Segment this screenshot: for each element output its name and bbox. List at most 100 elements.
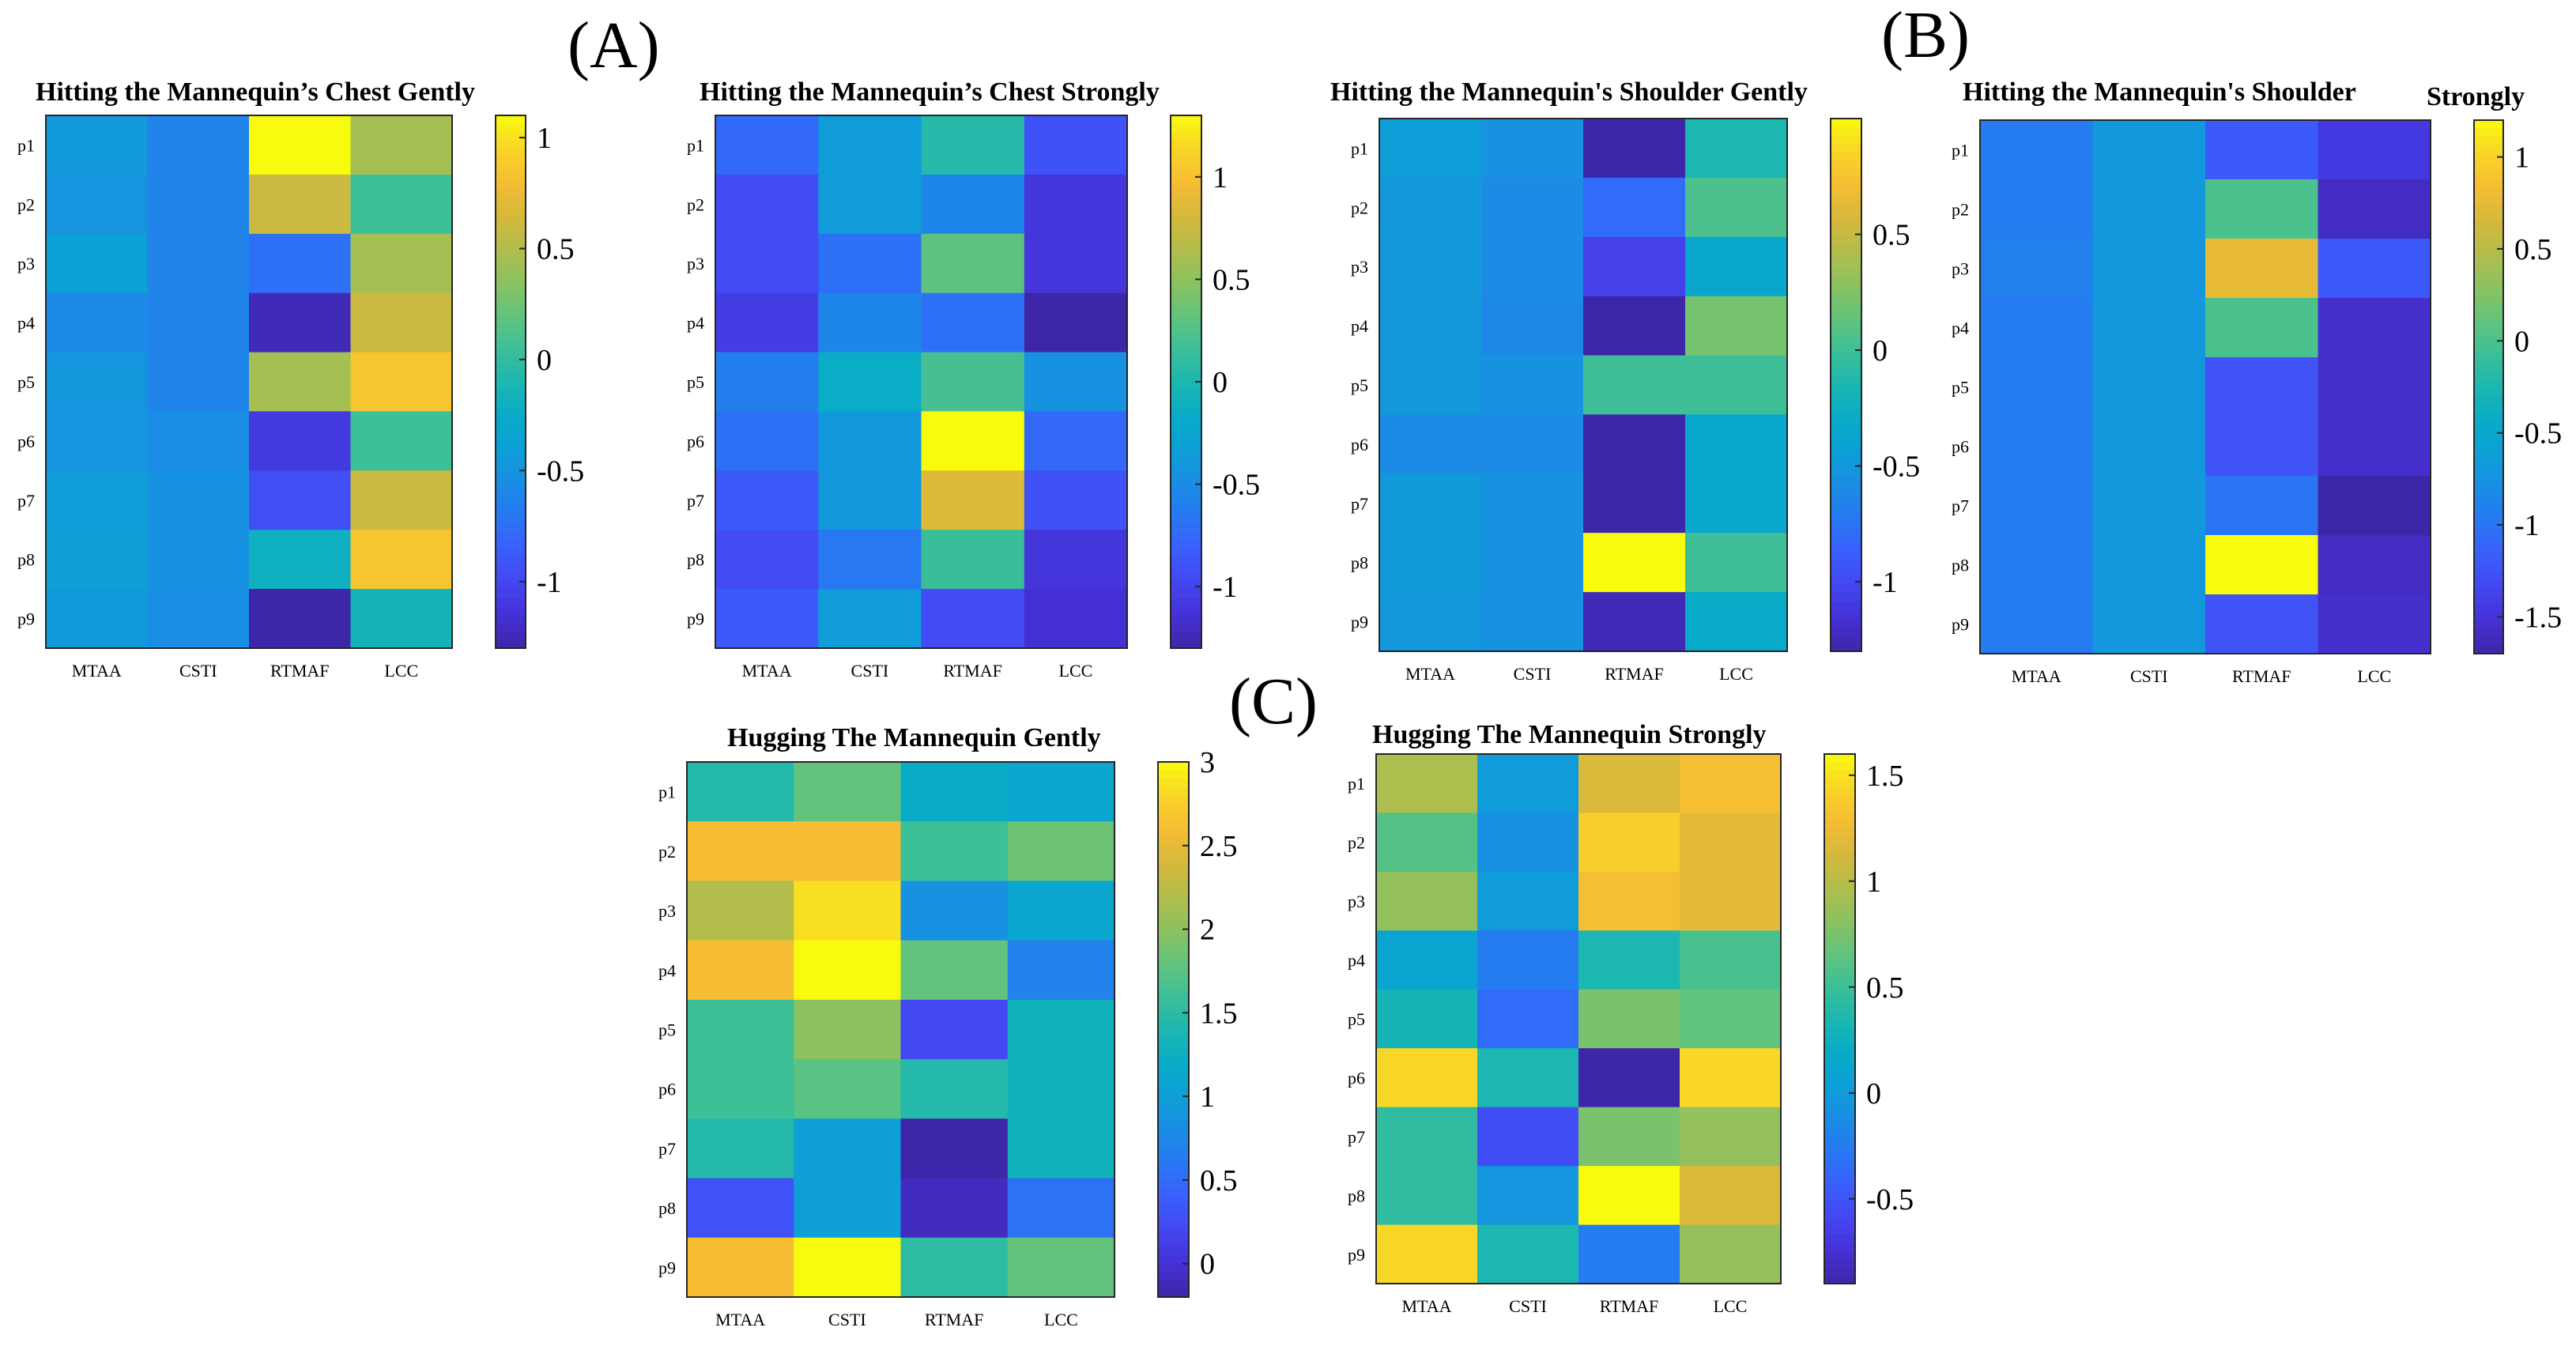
heatmap-cell xyxy=(794,1178,902,1239)
y-tick-label: p5 xyxy=(1351,375,1368,395)
colorbar-segment xyxy=(1158,1280,1189,1290)
colorbar-segment xyxy=(1824,1043,1855,1053)
colorbar-segment xyxy=(2474,228,2503,238)
heatmap-cell xyxy=(1680,1048,1782,1108)
colorbar-segment xyxy=(496,465,526,474)
heatmap-cell xyxy=(715,174,819,235)
heatmap-cell xyxy=(921,589,1025,649)
heatmap-shoulder-gently: Hitting the Mannequin's Shoulder Gently p… xyxy=(1330,77,1920,684)
colorbar-tick-label: 0.5 xyxy=(1866,971,1904,1005)
colorbar-segment xyxy=(496,415,526,424)
heatmap-cell xyxy=(1481,473,1584,534)
colorbar-segment xyxy=(1831,584,1861,594)
colorbar-segment xyxy=(2474,645,2503,654)
heatmap-cell xyxy=(1007,762,1115,822)
heatmap-cell xyxy=(1024,233,1128,294)
colorbar-segment xyxy=(1171,598,1201,607)
colorbar-segment xyxy=(1158,1263,1189,1273)
colorbar-segment xyxy=(496,364,526,375)
colorbar-segment xyxy=(496,373,526,383)
colorbar-segment xyxy=(2474,469,2503,480)
y-tick-label: p6 xyxy=(17,432,35,451)
heatmap-cell xyxy=(1685,414,1788,474)
heatmap-cell xyxy=(1980,120,2094,180)
colorbar-segment xyxy=(1158,1012,1189,1022)
colorbar-segment xyxy=(1831,643,1861,652)
colorbar-segment xyxy=(1158,1004,1189,1013)
colorbar-tick-label: -1 xyxy=(1213,571,1238,604)
heatmap-cell xyxy=(1481,119,1584,179)
colorbar-tick-label: 1.5 xyxy=(1200,997,1238,1030)
heatmap-cell xyxy=(249,470,352,530)
heatmap-cell xyxy=(818,174,922,235)
heatmap-cell xyxy=(350,352,453,413)
y-tick-label: p7 xyxy=(658,1139,676,1159)
colorbar-tick-label: 0.5 xyxy=(1200,1164,1238,1197)
colorbar-segment xyxy=(1158,786,1189,796)
heatmap-cell xyxy=(2205,179,2319,239)
colorbar-segment xyxy=(1158,945,1189,955)
colorbar-segment xyxy=(1831,451,1861,461)
colorbar-tick-label: 0 xyxy=(537,344,552,377)
colorbar-segment xyxy=(1831,143,1861,153)
colorbar-segment xyxy=(1831,501,1861,511)
colorbar-segment xyxy=(1831,385,1861,394)
x-tick-label: CSTI xyxy=(179,661,217,681)
colorbar-segment xyxy=(1158,1054,1189,1064)
colorbar-segment xyxy=(1831,626,1861,635)
colorbar-segment xyxy=(496,257,526,266)
heatmap-cell xyxy=(249,411,352,471)
colorbar-segment xyxy=(1824,1060,1855,1069)
colorbar-segment xyxy=(1831,135,1861,145)
y-tick-label: p7 xyxy=(1952,496,1969,516)
colorbar-segment xyxy=(1171,456,1201,466)
heatmap-cell xyxy=(1024,411,1128,471)
colorbar-tick-label: -1.5 xyxy=(2514,601,2562,634)
y-tick-label: p8 xyxy=(658,1198,676,1218)
heatmap-cell xyxy=(249,589,352,649)
colorbar-segment xyxy=(1171,406,1201,416)
colorbar-tick-label: -0.5 xyxy=(2514,417,2562,451)
colorbar-segment xyxy=(2474,187,2503,196)
heatmap-cell xyxy=(687,1118,794,1179)
colorbar-segment xyxy=(1831,534,1861,544)
colorbar-segment xyxy=(1158,962,1189,972)
colorbar-segment xyxy=(1831,476,1861,485)
colorbar-segment xyxy=(1831,468,1861,477)
colorbar-segment xyxy=(1824,1258,1855,1268)
colorbar-segment xyxy=(1831,202,1861,211)
colorbar-segment xyxy=(2474,262,2503,271)
heatmap-cell xyxy=(818,530,922,590)
colorbar-segment xyxy=(1158,1255,1189,1265)
y-tick-label: p8 xyxy=(1351,553,1368,573)
colorbar-segment xyxy=(1831,443,1861,452)
colorbar-segment xyxy=(1171,540,1201,549)
colorbar-segment xyxy=(1831,360,1861,369)
heatmap-cell xyxy=(1024,174,1128,235)
colorbar-segment xyxy=(496,198,526,208)
x-tick-label: MTAA xyxy=(715,1310,765,1329)
colorbar-segment xyxy=(496,556,526,566)
heatmap-cell xyxy=(2205,476,2319,536)
heatmap-chest-gently: Hitting the Mannequin’s Chest Gently p1 p2… xyxy=(17,77,584,681)
heatmap-cell xyxy=(1583,236,1686,297)
colorbar-segment xyxy=(1824,986,1855,995)
colorbar-tick-label: -1 xyxy=(2514,509,2540,542)
axes-frame xyxy=(686,761,1115,1298)
heatmap-cell xyxy=(1685,119,1788,179)
colorbar-segment xyxy=(2474,412,2503,421)
colorbar-segment xyxy=(1824,754,1855,764)
heatmap-cell xyxy=(1578,989,1680,1049)
heatmap-cell xyxy=(1379,414,1482,474)
colorbar-segment xyxy=(1824,1275,1855,1284)
colorbar-segment xyxy=(1831,243,1861,253)
colorbar-segment xyxy=(1831,310,1861,319)
heatmap-cell xyxy=(687,1237,794,1298)
colorbar-segment xyxy=(1158,887,1189,896)
heatmap-cell xyxy=(1680,813,1782,873)
colorbar-segment xyxy=(1831,459,1861,469)
colorbar-frame xyxy=(1824,753,1856,1284)
heatmap-cell xyxy=(900,1237,1009,1298)
colorbar-segment xyxy=(2474,579,2503,588)
colorbar-segment xyxy=(2474,636,2503,647)
